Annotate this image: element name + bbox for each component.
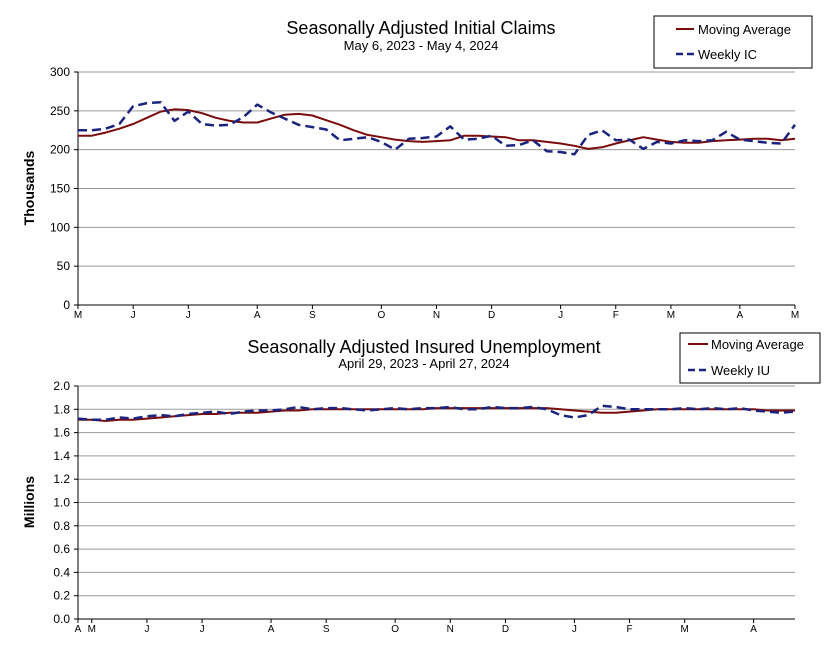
chart2-xtick-label: N bbox=[447, 624, 454, 635]
chart2-legend-box bbox=[679, 332, 821, 384]
chart1-title: Seasonally Adjusted Initial Claims bbox=[286, 18, 555, 38]
chart1-xtick-label: J bbox=[558, 310, 563, 321]
chart2-series-moving-average-line bbox=[78, 407, 795, 422]
chart2-ytick-label: 1.6 bbox=[53, 426, 70, 440]
chart2-xtick-label: A bbox=[75, 624, 82, 635]
chart2-ytick-label: 1.2 bbox=[53, 472, 70, 486]
chart2-xtick-label: M bbox=[681, 624, 689, 635]
chart1-series-moving-average-line bbox=[78, 108, 796, 150]
chart1-xtick-label: A bbox=[254, 310, 261, 321]
chart2-ytick-label: 0.4 bbox=[53, 565, 70, 579]
chart2-ytick-label: 1.0 bbox=[53, 496, 70, 510]
chart1-ytick-label: 250 bbox=[50, 104, 70, 118]
chart2-ytick-label: 0.2 bbox=[53, 589, 70, 603]
chart2-xtick-label: J bbox=[144, 624, 149, 635]
chart2-ytick-label: 0.8 bbox=[53, 519, 70, 533]
chart2-legend-label-weekly: Weekly IU bbox=[711, 363, 770, 378]
chart2-xtick-label: A bbox=[750, 624, 757, 635]
chart1-xtick-label: M bbox=[667, 310, 675, 321]
chart2-plot: 0.00.20.40.60.81.01.21.41.61.82.0A M J J A S O… bbox=[53, 379, 796, 635]
chart2-xtick-label: J bbox=[572, 624, 577, 635]
chart1-xtick-label: J bbox=[186, 310, 191, 321]
chart2-ytick-label: 1.4 bbox=[53, 449, 70, 463]
chart2-ytick-label: 0.0 bbox=[53, 612, 70, 626]
chart2-xtick-label: S bbox=[323, 624, 330, 635]
chart1-legend: Moving Average Weekly IC bbox=[653, 15, 813, 69]
chart1-xtick-label: D bbox=[488, 310, 495, 321]
chart1-ytick-label: 300 bbox=[50, 65, 70, 79]
chart1-series-weekly-line bbox=[78, 101, 797, 156]
chart1-xtick-label: A bbox=[737, 310, 744, 321]
chart2-subtitle: April 29, 2023 - April 27, 2024 bbox=[338, 356, 509, 371]
chart1-ytick-label: 200 bbox=[50, 143, 70, 157]
chart2-xtick-label: O bbox=[391, 624, 399, 635]
chart1-xtick-label: O bbox=[377, 310, 385, 321]
chart1-plot: 0 50 100 150 200 250 300 M J J A S O N D J F M A M bbox=[50, 65, 799, 321]
chart1-ytick-label: 0 bbox=[63, 298, 70, 312]
chart1-legend-label-weekly: Weekly IC bbox=[698, 47, 757, 62]
chart1-xtick-label: S bbox=[309, 310, 316, 321]
chart2-xtick-label: M bbox=[88, 624, 96, 635]
chart2-legend: Moving Average Weekly IU bbox=[679, 332, 821, 384]
chart1-legend-label-ma: Moving Average bbox=[698, 22, 791, 37]
chart2-xtick-label: D bbox=[502, 624, 509, 635]
chart1-ytick-label: 150 bbox=[50, 182, 70, 196]
chart2-xtick-label: F bbox=[626, 624, 632, 635]
chart1-xtick-label: J bbox=[131, 310, 136, 321]
chart1-ylabel: Thousands bbox=[21, 150, 37, 225]
chart2-series-weekly-line bbox=[77, 404, 796, 422]
chart2-ytick-label: 1.8 bbox=[53, 402, 70, 416]
chart1-xtick-label: F bbox=[613, 310, 619, 321]
chart1-xtick-label: M bbox=[791, 310, 799, 321]
chart1-subtitle: May 6, 2023 - May 4, 2024 bbox=[344, 38, 499, 53]
chart2-title: Seasonally Adjusted Insured Unemployment bbox=[247, 337, 600, 357]
chart1-xtick-label: N bbox=[433, 310, 440, 321]
chart2-xtick-label: J bbox=[200, 624, 205, 635]
chart2-ytick-label: 2.0 bbox=[53, 379, 70, 393]
chart2-ylabel: Millions bbox=[21, 476, 37, 528]
chart2-ytick-label: 0.6 bbox=[53, 542, 70, 556]
chart1-xtick-label: M bbox=[74, 310, 82, 321]
chart1-legend-box bbox=[653, 15, 813, 69]
chart2-xtick-label: A bbox=[268, 624, 275, 635]
chart2-legend-label-ma: Moving Average bbox=[711, 337, 804, 352]
chart1-ytick-label: 50 bbox=[57, 259, 71, 273]
chart1-ytick-label: 100 bbox=[50, 220, 70, 234]
